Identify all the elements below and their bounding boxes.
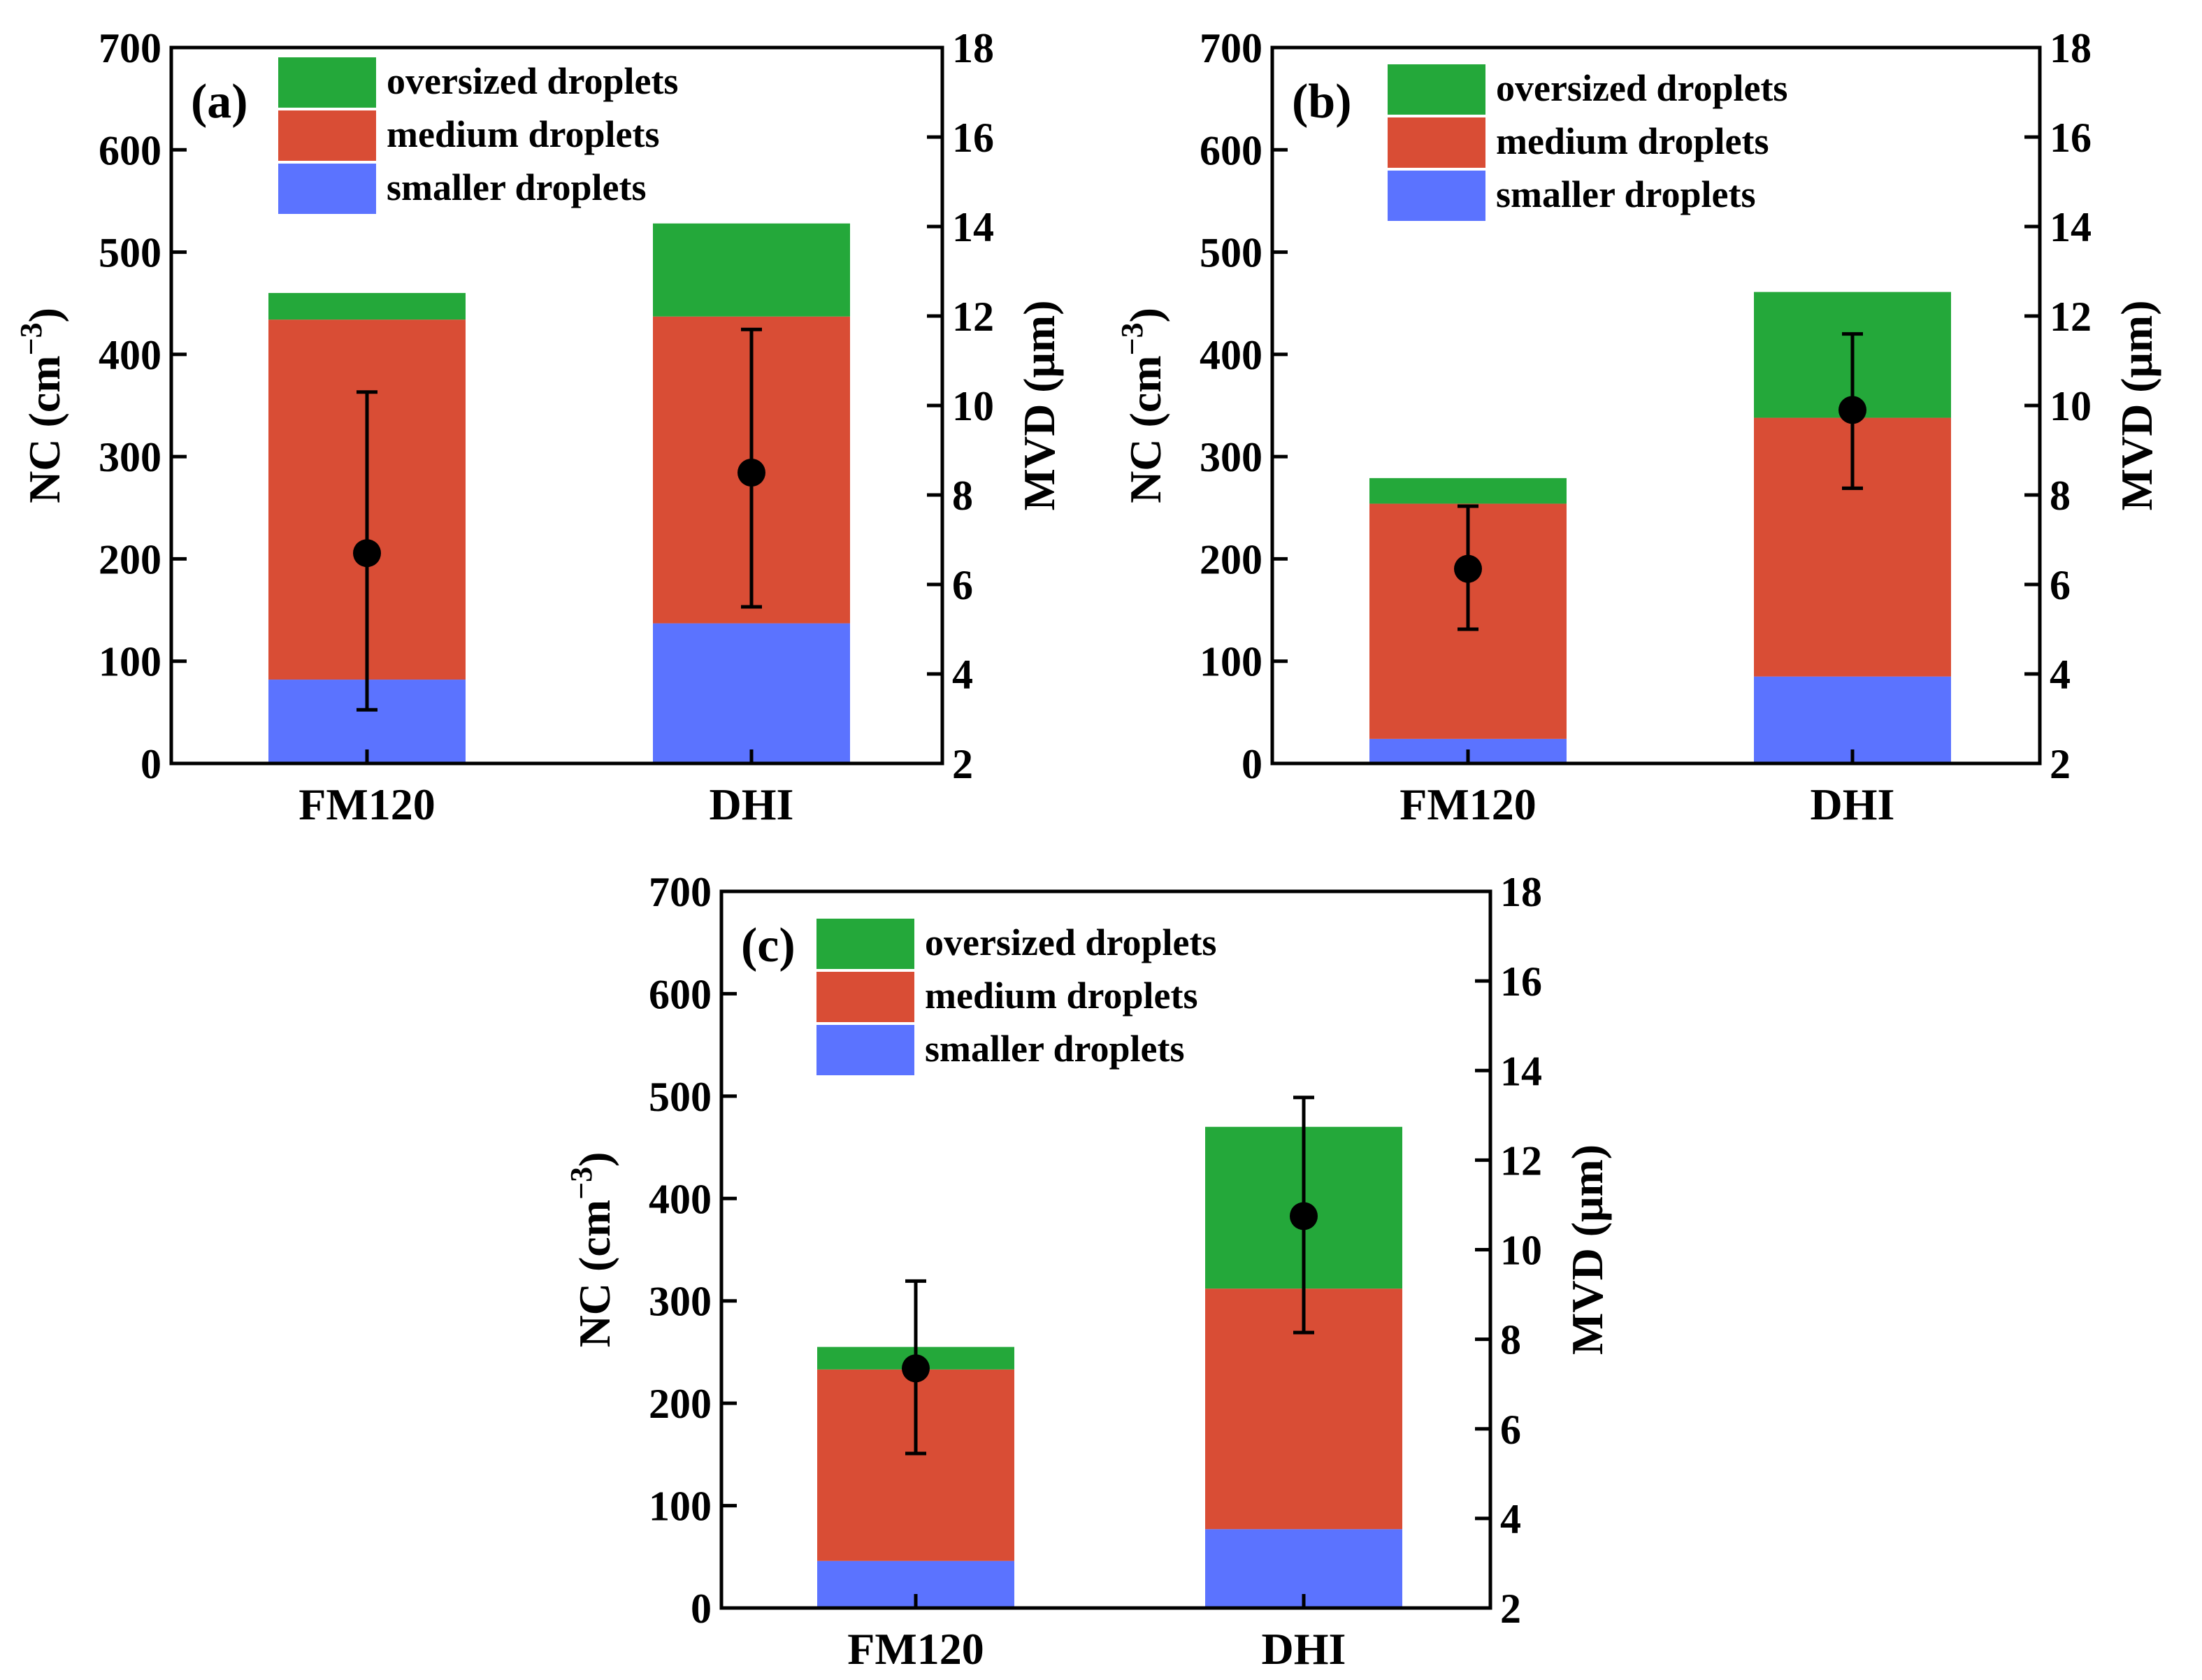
legend-label-smaller: smaller droplets — [925, 1028, 1185, 1070]
y2-tick-label: 2 — [952, 741, 973, 787]
y-axis-title: NC (cm−3) — [564, 1152, 619, 1348]
y2-tick-label: 10 — [952, 383, 994, 429]
legend-label-medium: medium droplets — [1496, 120, 1769, 162]
y2-tick-label: 14 — [952, 204, 994, 250]
chart-panel-c: 0 100 200 300 400 500 600 700 2 4 6 8 10 12 14 16 18 FM12… — [564, 869, 1612, 1674]
y2-tick-label: 16 — [2050, 115, 2092, 161]
y2-tick-label: 8 — [2050, 473, 2071, 519]
mvd-point-dhi — [737, 459, 765, 487]
legend-swatch-medium — [1388, 117, 1485, 168]
y2-tick-label: 16 — [952, 115, 994, 161]
x-tick-label: FM120 — [298, 780, 436, 829]
y2-tick-label: 12 — [952, 294, 994, 340]
y-tick-label: 200 — [1200, 536, 1262, 582]
y-tick-label: 0 — [691, 1586, 712, 1632]
y2-tick-label: 2 — [1500, 1586, 1521, 1632]
y-tick-label: 100 — [649, 1484, 712, 1530]
x-tick-label: DHI — [1811, 780, 1895, 829]
x-tick-label: DHI — [1262, 1624, 1346, 1674]
x-tick-label: FM120 — [847, 1624, 984, 1674]
bar-dhi-oversized — [653, 223, 850, 317]
y-tick-label: 400 — [99, 332, 161, 378]
y-tick-label: 300 — [1200, 434, 1262, 480]
bar-dhi-smaller — [1754, 676, 1951, 763]
legend-swatch-smaller — [278, 164, 376, 214]
y2-tick-label: 18 — [1500, 869, 1542, 915]
legend-label-smaller: smaller droplets — [1496, 173, 1756, 215]
panel-label: (b) — [1292, 75, 1352, 129]
y2-tick-label: 6 — [1500, 1407, 1521, 1453]
y2-tick-label: 4 — [952, 652, 973, 698]
y2-axis-title: MVD (μm) — [1014, 300, 1064, 510]
mvd-point-dhi — [1838, 396, 1866, 424]
y-tick-label: 600 — [649, 971, 712, 1017]
legend-label-oversized: oversized droplets — [1496, 67, 1787, 109]
y2-tick-label: 14 — [2050, 204, 2092, 250]
y-tick-label: 500 — [649, 1074, 712, 1120]
mvd-point-fm120 — [1454, 554, 1482, 583]
y2-tick-label: 12 — [1500, 1137, 1542, 1184]
y2-tick-label: 18 — [2050, 25, 2092, 71]
legend-swatch-smaller — [1388, 171, 1485, 221]
y-tick-label: 700 — [99, 25, 161, 71]
y-tick-label: 200 — [649, 1381, 712, 1427]
y2-tick-label: 6 — [952, 562, 973, 608]
y-tick-label: 700 — [649, 869, 712, 915]
y-tick-label: 600 — [1200, 127, 1262, 173]
x-tick-label: FM120 — [1399, 780, 1537, 829]
y2-tick-label: 10 — [1500, 1228, 1542, 1274]
y-tick-label: 600 — [99, 127, 161, 173]
x-tick-label: DHI — [710, 780, 794, 829]
bar-fm120-oversized — [268, 293, 466, 320]
chart-panel-b: 0 100 200 300 400 500 600 700 2 4 6 8 10 12 14 16 18 FM12… — [1115, 25, 2161, 829]
mvd-point-fm120 — [902, 1354, 930, 1383]
y2-tick-label: 2 — [2050, 741, 2071, 787]
legend-label-oversized: oversized droplets — [925, 921, 1216, 963]
y2-tick-label: 4 — [2050, 652, 2071, 698]
y-tick-label: 300 — [649, 1279, 712, 1325]
y2-tick-label: 8 — [952, 473, 973, 519]
y2-tick-label: 14 — [1500, 1048, 1542, 1094]
chart-panel-a: 0 100 200 300 400 500 600 700 2 4 6 8 10 12 14 16 18 FM12… — [14, 25, 1064, 829]
bar-dhi-smaller — [653, 623, 850, 763]
panel-label: (a) — [191, 75, 248, 129]
legend-swatch-oversized — [1388, 64, 1485, 115]
panel-label: (c) — [741, 919, 796, 972]
y-tick-label: 400 — [1200, 332, 1262, 378]
legend-label-medium: medium droplets — [925, 975, 1198, 1017]
legend-label-medium: medium droplets — [387, 113, 660, 155]
legend-label-smaller: smaller droplets — [387, 166, 647, 208]
y-axis-title: NC (cm−3) — [1115, 308, 1170, 503]
y2-tick-label: 10 — [2050, 383, 2092, 429]
y-axis-title: NC (cm−3) — [14, 308, 69, 503]
y-tick-label: 700 — [1200, 25, 1262, 71]
legend-swatch-medium — [278, 110, 376, 161]
mvd-point-fm120 — [353, 539, 381, 568]
y-tick-label: 0 — [141, 741, 161, 787]
y-tick-label: 0 — [1242, 741, 1262, 787]
y2-tick-label: 4 — [1500, 1496, 1521, 1542]
y2-axis-title: MVD (μm) — [2112, 300, 2161, 510]
mvd-point-dhi — [1290, 1202, 1318, 1230]
legend-swatch-oversized — [278, 57, 376, 108]
y2-tick-label: 16 — [1500, 959, 1542, 1005]
y2-tick-label: 8 — [1500, 1317, 1521, 1363]
y-tick-label: 400 — [649, 1176, 712, 1222]
y2-tick-label: 12 — [2050, 294, 2092, 340]
legend-swatch-oversized — [816, 919, 914, 969]
y2-axis-title: MVD (μm) — [1562, 1144, 1612, 1355]
legend-swatch-medium — [816, 972, 914, 1022]
y-tick-label: 500 — [1200, 230, 1262, 276]
bar-fm120-oversized — [1369, 478, 1567, 504]
y-tick-label: 100 — [1200, 639, 1262, 685]
y2-tick-label: 6 — [2050, 562, 2071, 608]
y2-tick-label: 18 — [952, 25, 994, 71]
y-tick-label: 100 — [99, 639, 161, 685]
legend-label-oversized: oversized droplets — [387, 60, 678, 102]
y-tick-label: 200 — [99, 536, 161, 582]
y-tick-label: 500 — [99, 230, 161, 276]
y-tick-label: 300 — [99, 434, 161, 480]
legend-swatch-smaller — [816, 1025, 914, 1075]
